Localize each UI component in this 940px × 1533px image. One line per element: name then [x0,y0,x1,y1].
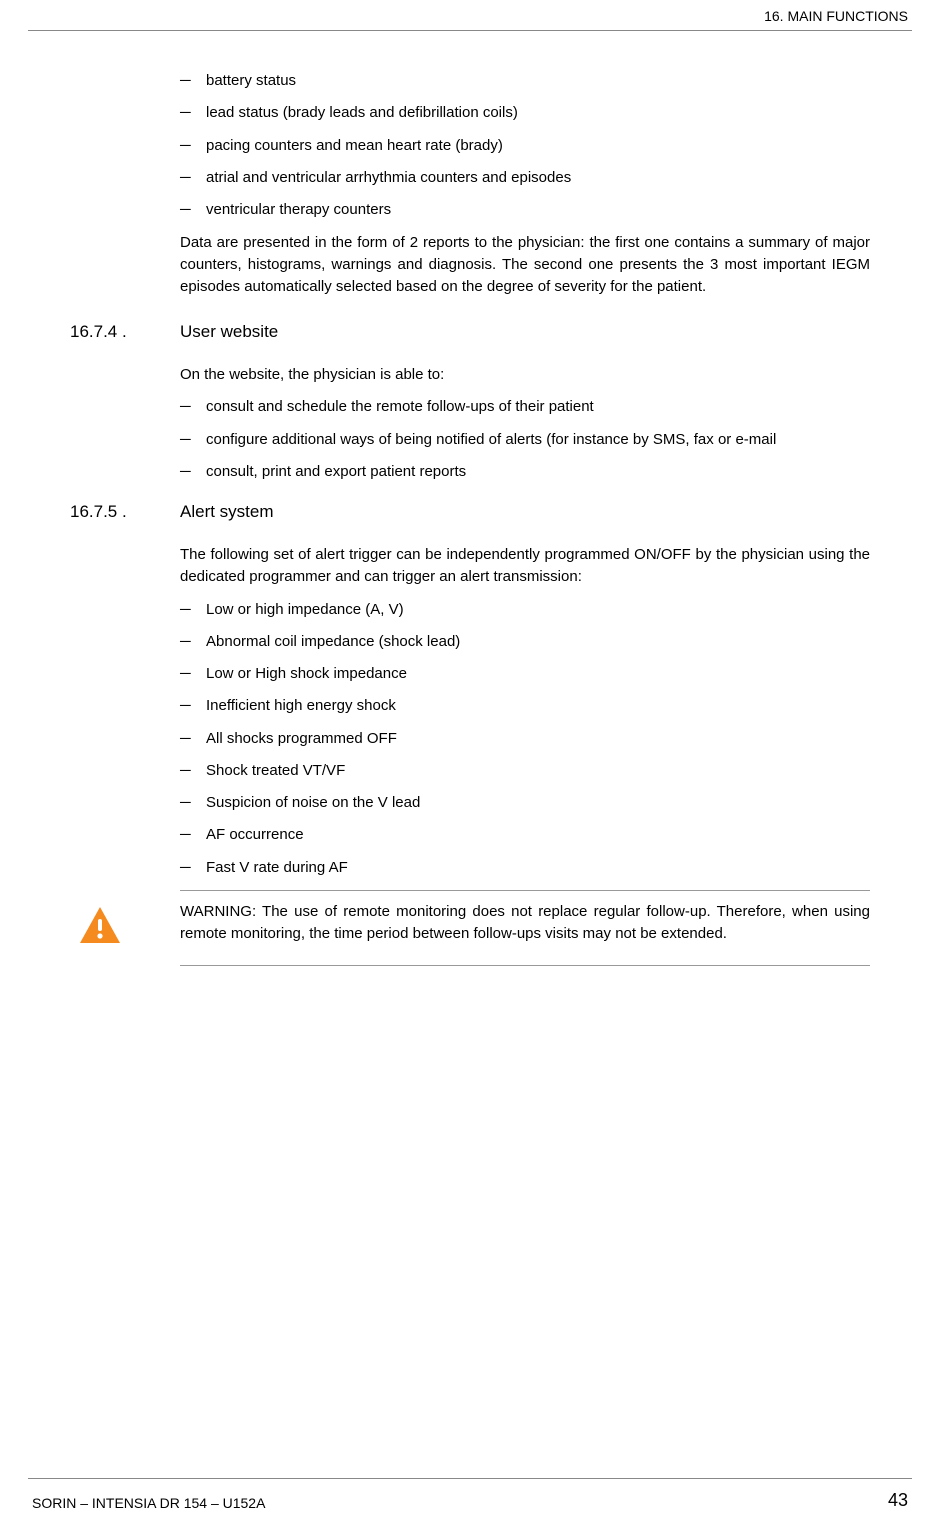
list-item: consult, print and export patient report… [180,462,870,482]
list-item: configure additional ways of being notif… [180,430,870,450]
list-item: consult and schedule the remote follow-u… [180,397,870,417]
section-1675-bullets: Low or high impedance (A, V) Abnormal co… [180,600,870,878]
warning-icon [76,901,132,955]
section-title: User website [180,322,278,342]
page-footer: SORIN – INTENSIA DR 154 – U152A 43 [32,1490,908,1511]
warning-block: WARNING: The use of remote monitoring do… [180,890,870,966]
list-item: battery status [180,71,870,91]
intro-bullet-list: battery status lead status (brady leads … [180,71,870,220]
section-heading-1675: 16.7.5 . Alert system [70,502,870,522]
list-item: Suspicion of noise on the V lead [180,793,870,813]
list-item: All shocks programmed OFF [180,729,870,749]
list-item: Low or High shock impedance [180,664,870,684]
warning-text: WARNING: The use of remote monitoring do… [180,901,870,946]
list-item: Low or high impedance (A, V) [180,600,870,620]
page-content: battery status lead status (brady leads … [0,31,940,966]
list-item: lead status (brady leads and defibrillat… [180,103,870,123]
page-header: 16. MAIN FUNCTIONS [0,0,940,24]
list-item: Inefficient high energy shock [180,696,870,716]
section-heading-1674: 16.7.4 . User website [70,322,870,342]
list-item: Abnormal coil impedance (shock lead) [180,632,870,652]
section-number: 16.7.4 . [70,322,180,342]
chapter-label: 16. MAIN FUNCTIONS [764,8,908,24]
list-item: pacing counters and mean heart rate (bra… [180,136,870,156]
section-1674-bullets: consult and schedule the remote follow-u… [180,397,870,482]
section-1674-lead: On the website, the physician is able to… [180,364,870,386]
intro-paragraph: Data are presented in the form of 2 repo… [180,232,870,297]
section-1675-lead: The following set of alert trigger can b… [180,544,870,588]
list-item: AF occurrence [180,825,870,845]
warning-top-rule [180,890,870,891]
section-number: 16.7.5 . [70,502,180,522]
footer-doc-id: SORIN – INTENSIA DR 154 – U152A [32,1495,265,1511]
list-item: Fast V rate during AF [180,858,870,878]
list-item: atrial and ventricular arrhythmia counte… [180,168,870,188]
list-item: ventricular therapy counters [180,200,870,220]
warning-bottom-rule [180,965,870,966]
footer-rule [28,1478,912,1479]
section-title: Alert system [180,502,274,522]
page-number: 43 [888,1490,908,1511]
list-item: Shock treated VT/VF [180,761,870,781]
